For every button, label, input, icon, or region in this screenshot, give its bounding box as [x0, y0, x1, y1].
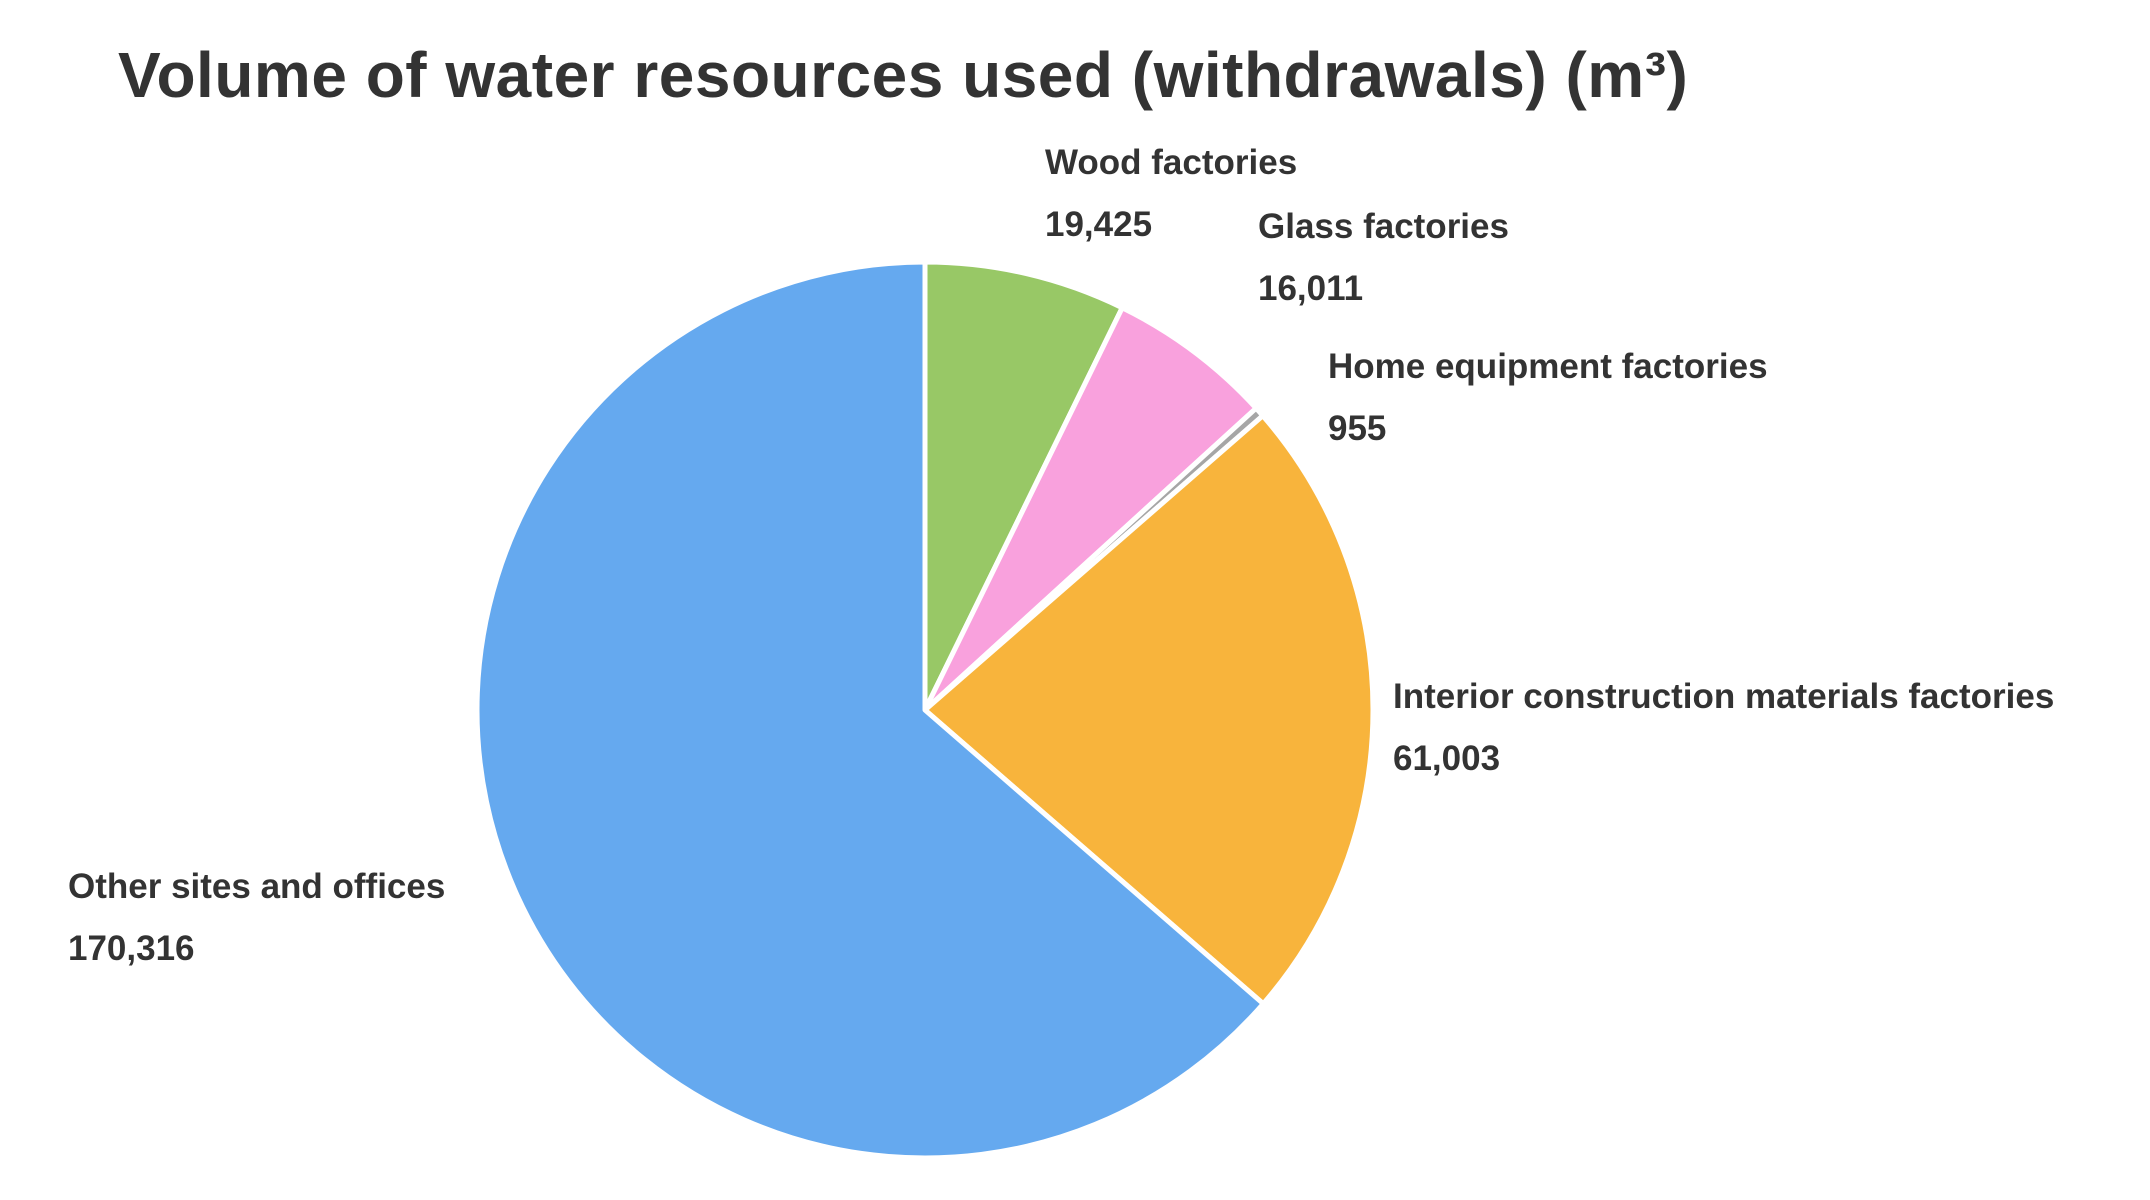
slice-value-interior-construction-materials-factories: 61,003 — [1393, 739, 1500, 778]
slice-value-glass-factories: 16,011 — [1258, 269, 1363, 308]
slice-value-home-equipment-factories: 955 — [1328, 409, 1386, 448]
pie-slices — [474, 259, 1376, 1161]
slice-label-other-sites-and-offices: Other sites and offices — [68, 867, 445, 906]
slice-label-interior-construction-materials-factories: Interior construction materials factorie… — [1393, 677, 2054, 716]
pie-slice-wood-factories — [922, 259, 1125, 713]
slice-label-home-equipment-factories: Home equipment factories — [1328, 347, 1768, 386]
slice-label-wood-factories: Wood factories — [1045, 143, 1297, 182]
pie-slice-interior-construction-materials-factories — [922, 413, 1376, 1007]
slice-label-glass-factories: Glass factories — [1258, 207, 1509, 246]
chart-title: Volume of water resources used (withdraw… — [118, 39, 1689, 111]
pie-slice-glass-factories — [922, 305, 1259, 713]
slice-value-wood-factories: 19,425 — [1045, 205, 1152, 244]
pie-labels: Wood factories 19,425 Glass factories 16,01… — [68, 143, 2054, 968]
pie-slice-other-sites-and-offices — [474, 259, 1266, 1161]
slice-value-other-sites-and-offices: 170,316 — [68, 929, 195, 968]
